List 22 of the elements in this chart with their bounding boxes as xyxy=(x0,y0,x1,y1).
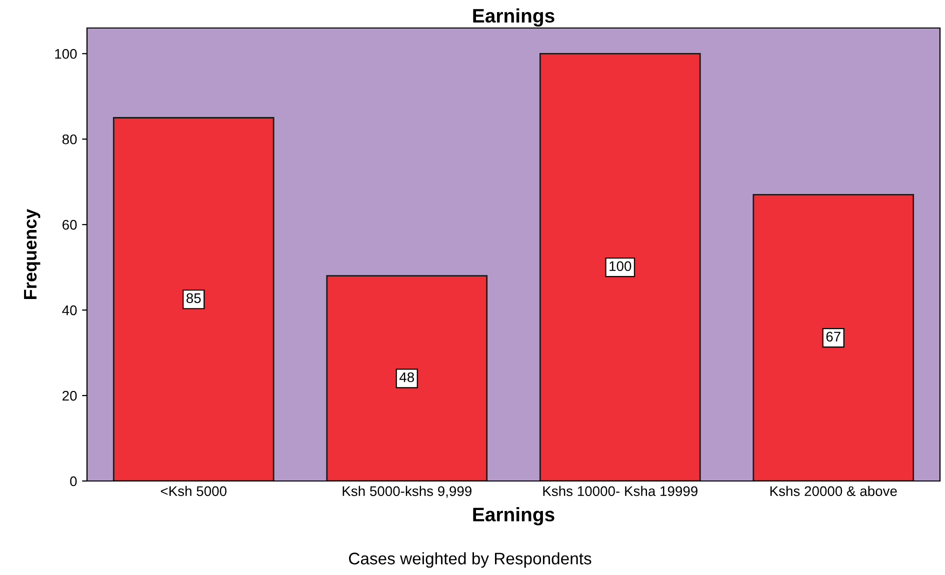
bar xyxy=(112,117,274,481)
data-label: 100 xyxy=(610,261,632,272)
y-tick-label: 40 xyxy=(62,305,77,316)
x-tick-label: Kshs 20000 & above xyxy=(770,486,897,496)
x-tick-label: Kshs 10000- Ksha 19999 xyxy=(543,486,698,496)
bar xyxy=(539,52,701,481)
data-label: 85 xyxy=(186,293,201,304)
y-axis-title: Frequency xyxy=(24,208,40,299)
data-label: 67 xyxy=(826,332,840,342)
chart-title: Earnings xyxy=(473,8,554,27)
y-tick-label: 100 xyxy=(55,48,77,59)
y-tick-label: 80 xyxy=(62,134,77,144)
bar xyxy=(326,275,488,481)
y-tick-label: 0 xyxy=(70,476,77,486)
x-tick-label: <Ksh 5000 xyxy=(160,486,226,496)
y-tick-label: 20 xyxy=(62,390,77,401)
x-tick-label: Ksh 5000-kshs 9,999 xyxy=(342,486,472,498)
text: Cases weighted by Respondents xyxy=(349,552,592,568)
y-tick-label: 60 xyxy=(62,220,77,230)
data-label: 48 xyxy=(399,372,414,382)
x-axis-title: Earnings xyxy=(473,507,554,526)
bar xyxy=(752,194,914,481)
